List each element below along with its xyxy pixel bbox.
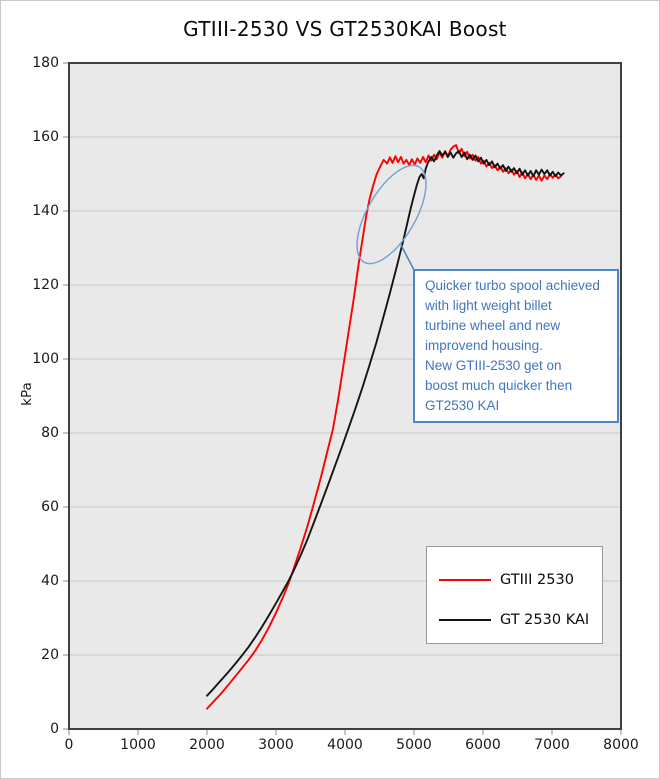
x-tick-label: 2000 [189, 737, 225, 753]
legend-label-gtiii-2530: GTIII 2530 [500, 572, 574, 588]
y-tick-label: 20 [41, 647, 59, 663]
legend-item-gtiii-2530: GTIII 2530 [439, 572, 574, 588]
y-tick-label: 0 [50, 721, 59, 737]
annotation-text: Quicker turbo spool achieved with light … [425, 278, 600, 413]
legend-line-sample-black [439, 619, 491, 621]
annotation-leader-line [400, 244, 415, 271]
legend-item-gt-2530-kai: GT 2530 KAI [439, 612, 589, 628]
x-tick-label: 8000 [603, 737, 639, 753]
legend-line-sample-red [439, 579, 491, 581]
y-tick-label: 180 [32, 55, 59, 71]
x-tick-label: 3000 [258, 737, 294, 753]
y-tick-label: 100 [32, 351, 59, 367]
y-tick-label: 80 [41, 425, 59, 441]
x-tick-label: 0 [64, 737, 74, 753]
chart-title: GTIII-2530 VS GT2530KAI Boost [183, 17, 507, 41]
highlight-ellipse [356, 164, 427, 265]
x-tick-label: 6000 [465, 737, 501, 753]
x-tick-label: 4000 [327, 737, 363, 753]
x-tick-label: 5000 [396, 737, 432, 753]
y-tick-label: 120 [32, 277, 59, 293]
legend: GTIII 2530 GT 2530 KAI [426, 546, 603, 644]
legend-label-gt-2530-kai: GT 2530 KAI [500, 612, 590, 628]
series-line-gt-2530-kai [206, 150, 565, 697]
y-tick-label: 140 [32, 203, 59, 219]
x-tick-label: 1000 [120, 737, 156, 753]
annotation-callout-box: Quicker turbo spool achieved with light … [413, 269, 619, 423]
plot-border [68, 62, 622, 730]
y-tick-label: 40 [41, 573, 59, 589]
y-tick-label: 160 [32, 129, 59, 145]
x-tick-label: 7000 [534, 737, 570, 753]
y-tick-label: 60 [41, 499, 59, 515]
